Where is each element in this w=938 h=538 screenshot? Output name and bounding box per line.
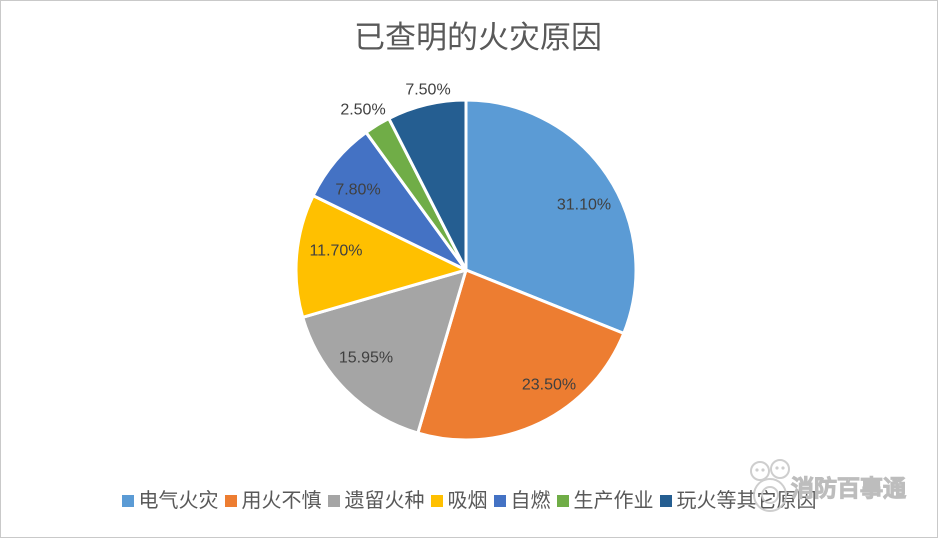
legend-item-6: 生产作业: [556, 490, 654, 512]
pie-slice-3: [301, 268, 468, 435]
legend-item-3: 遗留火种: [327, 490, 425, 512]
legend-item-5: 自燃: [493, 490, 551, 512]
legend-label: 用火不慎: [241, 490, 322, 512]
data-label-3: 15.95%: [339, 350, 393, 367]
data-label-5: 7.80%: [335, 182, 380, 199]
pie-slice-7: [387, 98, 468, 272]
legend-marker-icon: [121, 495, 134, 507]
legend-marker-icon: [430, 495, 443, 507]
legend-label: 吸烟: [447, 490, 488, 512]
chart-title: 已查明的火灾原因: [354, 20, 602, 55]
legend-marker-icon: [224, 495, 237, 507]
data-label-7: 7.50%: [405, 82, 450, 99]
legend-label: 玩火等其它原因: [676, 490, 817, 512]
data-label-2: 23.50%: [522, 377, 576, 394]
data-label-6: 2.50%: [340, 102, 385, 119]
legend-marker-icon: [493, 495, 506, 507]
legend-marker-icon: [556, 495, 569, 507]
legend-label: 生产作业: [573, 490, 654, 512]
pie-slice-1: [464, 98, 638, 335]
legend-label: 自燃: [510, 490, 551, 512]
legend-marker-icon: [659, 495, 672, 507]
pie-slice-4: [294, 194, 468, 319]
legend-item-1: 电气火灾: [121, 490, 219, 512]
data-label-1: 31.10%: [557, 197, 611, 214]
legend: 电气火灾 用火不慎 遗留火种 吸烟 自燃 生产作业 玩火等其它原因: [0, 490, 938, 512]
legend-item-4: 吸烟: [430, 490, 488, 512]
legend-item-2: 用火不慎: [224, 490, 322, 512]
legend-marker-icon: [327, 495, 340, 507]
legend-label: 遗留火种: [344, 490, 425, 512]
data-label-4: 11.70%: [309, 243, 362, 260]
legend-label: 电气火灾: [138, 490, 219, 512]
legend-item-7: 玩火等其它原因: [659, 490, 817, 512]
pie-slice-2: [416, 268, 626, 442]
